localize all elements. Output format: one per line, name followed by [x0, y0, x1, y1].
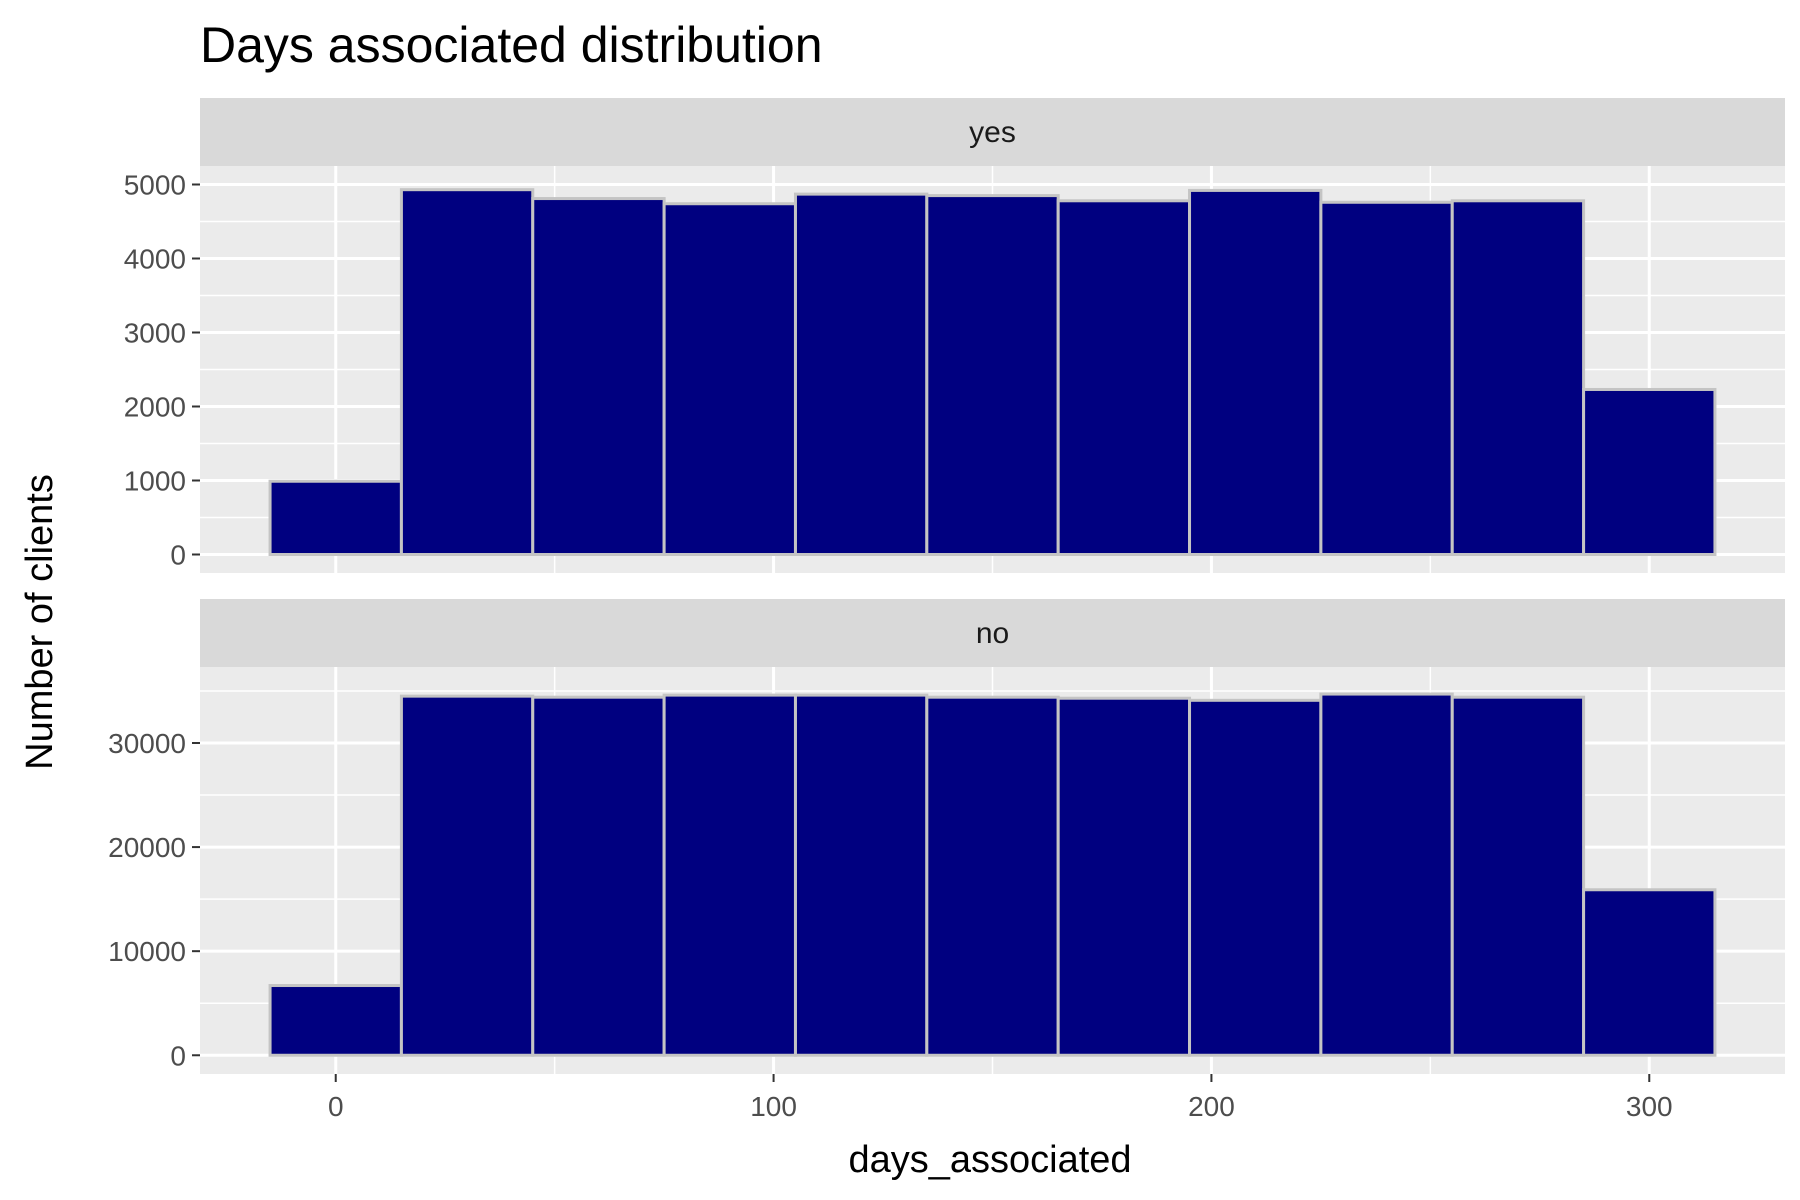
x-tick-label: 200	[1188, 1091, 1235, 1122]
histogram-bar	[531, 197, 666, 556]
histogram-bar	[1056, 696, 1192, 1057]
y-tick-label: 1000	[124, 466, 186, 497]
facet-strip-label: yes	[969, 116, 1016, 149]
y-tick-label: 3000	[124, 318, 186, 349]
y-tick-label: 20000	[108, 832, 186, 863]
histogram-bar	[1450, 695, 1586, 1057]
histogram-bar	[793, 192, 929, 556]
facet-panels: yes 0 1000 2000 3000 4000 5000 no 0 10000 20000 300…	[108, 98, 1785, 1074]
histogram-bar	[531, 695, 666, 1057]
x-tick-label: 300	[1626, 1091, 1673, 1122]
histogram-bar	[1188, 698, 1323, 1057]
y-tick-label: 2000	[124, 392, 186, 423]
histogram-bar	[925, 194, 1060, 556]
x-axis-title: days_associated	[848, 1139, 1131, 1181]
histogram-bar	[399, 694, 535, 1057]
x-tick-label: 0	[328, 1091, 344, 1122]
y-tick-label: 0	[170, 1040, 186, 1071]
histogram-bar	[399, 188, 535, 556]
histogram-bar	[925, 695, 1060, 1057]
histogram-bar	[1450, 199, 1586, 556]
facet-no: no 0 10000 20000 30000	[108, 599, 1785, 1074]
histogram-bar	[1582, 387, 1717, 557]
y-tick-label: 5000	[124, 170, 186, 201]
y-tick-label: 10000	[108, 936, 186, 967]
facet-yes: yes 0 1000 2000 3000 4000 5000	[124, 98, 1785, 573]
histogram-bar	[268, 984, 403, 1057]
y-tick-label: 4000	[124, 244, 186, 275]
x-axis: 0 100 200 300	[328, 1074, 1673, 1122]
histogram-bar	[1582, 888, 1717, 1057]
histogram-bar	[662, 693, 797, 1057]
histogram-bar	[1319, 200, 1454, 556]
facet-strip-label: no	[976, 617, 1009, 650]
histogram-bar	[1188, 188, 1323, 556]
histogram-bar	[662, 202, 797, 557]
chart-title: Days associated distribution	[200, 17, 823, 73]
histogram-bar	[1056, 199, 1192, 556]
y-tick-label: 30000	[108, 728, 186, 759]
facet-strip	[200, 599, 1785, 667]
histogram-bar	[793, 693, 929, 1057]
facet-strip	[200, 98, 1785, 166]
histogram-bar	[268, 479, 403, 556]
histogram-bar	[1319, 692, 1454, 1057]
x-tick-label: 100	[750, 1091, 797, 1122]
y-tick-label: 0	[170, 540, 186, 571]
y-axis-title: Number of clients	[19, 474, 61, 770]
